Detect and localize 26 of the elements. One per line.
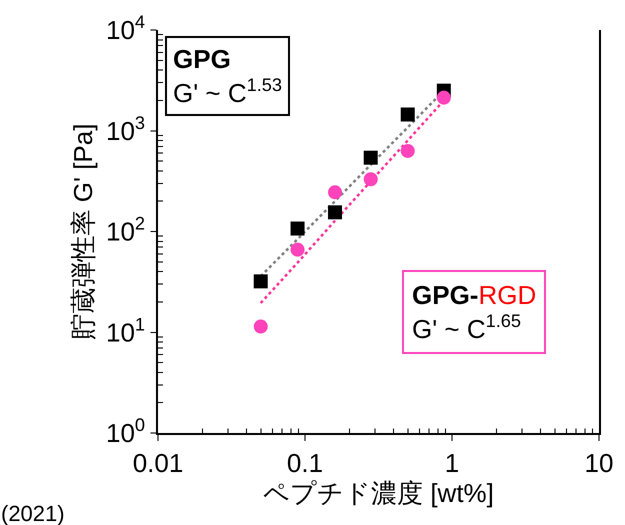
point [400,107,415,122]
annotation: G' ~ C$^{1.65}$ [412,310,522,344]
point [400,144,415,158]
x-axis-title: ペプチド濃度 [wt%] [263,478,494,508]
point [328,185,342,200]
point [364,172,378,186]
x-tick-label: 1 [444,448,460,478]
y-tick-label: 10$^{2}$ [106,214,146,247]
point [254,320,268,334]
y-tick-label: 10$^{3}$ [106,112,146,146]
y-tick-label: 10$^{0}$ [106,415,146,448]
annotation: G' ~ C$^{1.53}$ [173,74,282,108]
x-tick-label: 10 [584,448,614,478]
point [290,222,305,236]
x-tick-label: 0.1 [286,448,324,478]
point [328,205,342,220]
point [254,274,268,288]
point [364,150,378,165]
point [436,90,451,105]
x-tick-label: 0.01 [132,448,184,478]
y-tick-label: 10$^{4}$ [106,12,146,46]
annotation: GPG [173,44,231,74]
point [290,242,305,257]
y-tick-label: 10$^{1}$ [106,314,146,348]
annotation: GPG-RGD [412,280,536,310]
y-axis-title: 貯蔵弾性率 G' [Pa] [68,124,98,340]
